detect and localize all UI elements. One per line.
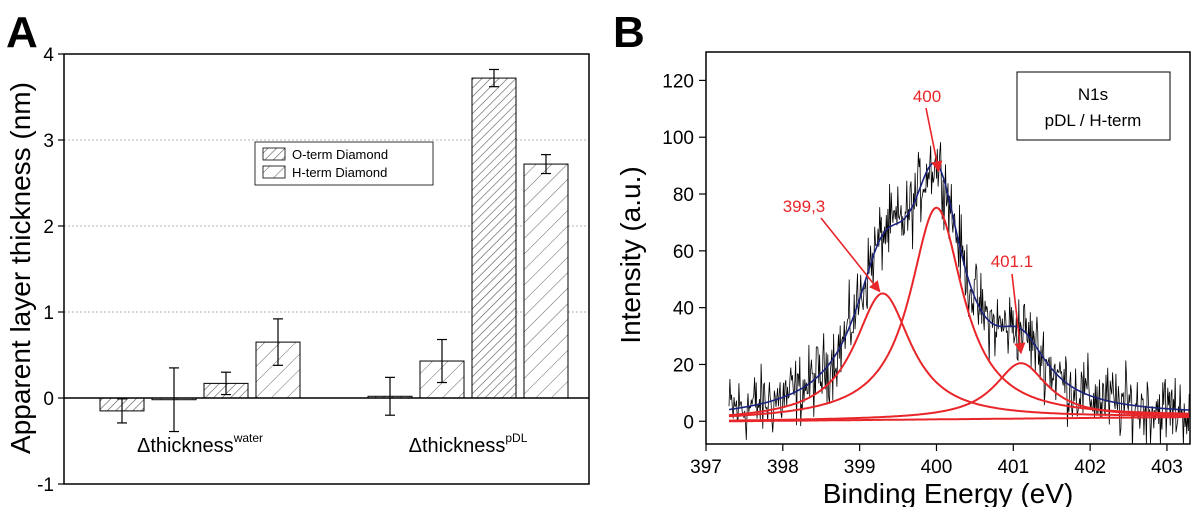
x-tick-label: 397 xyxy=(690,457,722,478)
panel-b-plot-frame xyxy=(705,51,1191,445)
y-tick-label: 100 xyxy=(662,128,694,149)
panel-b-y-axis-title: Intensity (a.u.) xyxy=(615,166,646,343)
legend-swatch-o-term xyxy=(262,147,286,161)
panel-a-category-labels: Δthicknesswater ΔthicknesspDL xyxy=(137,431,528,457)
x-tick-label: 398 xyxy=(767,457,799,478)
panel-a-y-axis-title: Apparent layer thickness (nm) xyxy=(5,82,36,454)
panel-a-error-bars xyxy=(117,68,551,433)
baseline-line xyxy=(729,416,1190,423)
panel-b-x-axis-title: Binding Energy (eV) xyxy=(823,478,1074,507)
y-tick-label: 40 xyxy=(673,299,694,320)
annotation-400-label: 400 xyxy=(913,87,941,106)
category-label: ΔthicknesspDL xyxy=(409,431,528,457)
panel-a-legend: O-term Diamond H-term Diamond xyxy=(254,141,434,186)
y-tick-label: 60 xyxy=(673,242,694,263)
y-tick-label: 0 xyxy=(683,412,694,433)
annotation-400-arrow xyxy=(925,107,943,173)
y-tick-label: 80 xyxy=(673,185,694,206)
x-tick-label: 401 xyxy=(997,457,1029,478)
panel-a-y-ticks: -1 0 1 2 3 4 xyxy=(37,45,64,496)
panel-b-y-ticks: 0 20 40 60 80 100 120 xyxy=(662,71,706,433)
panel-b-label: B xyxy=(613,8,645,57)
panel-b-legend-box: N1s pDL / H-term xyxy=(1016,71,1171,141)
panel-b-plot-area xyxy=(728,142,1190,444)
y-tick-label: -1 xyxy=(37,475,54,496)
bar xyxy=(523,163,569,399)
panel-a-plot-frame xyxy=(63,53,590,485)
panel-a-label: A xyxy=(6,8,38,57)
y-tick-label: 2 xyxy=(43,217,54,238)
x-tick-label: 399 xyxy=(844,457,876,478)
panel-a-bars xyxy=(99,77,569,412)
x-tick-label: 402 xyxy=(1074,457,1106,478)
panel-b-annotations: 400 399,3 401.1 xyxy=(783,87,1034,355)
legend-label-h-term: H-term Diamond xyxy=(292,165,387,180)
legend-swatch-h-term xyxy=(262,165,286,179)
bar xyxy=(471,77,517,399)
x-tick-label: 403 xyxy=(1151,457,1183,478)
raw-spectrum-line xyxy=(728,142,1190,444)
y-tick-label: 120 xyxy=(662,71,694,92)
category-label: Δthicknesswater xyxy=(137,431,263,457)
peak-401-1-line xyxy=(729,362,1190,422)
y-tick-label: 4 xyxy=(43,45,54,66)
x-tick-label: 400 xyxy=(921,457,953,478)
y-tick-label: 0 xyxy=(43,389,54,410)
annotation-401-1-label: 401.1 xyxy=(991,252,1034,271)
y-tick-label: 3 xyxy=(43,131,54,152)
legend-box xyxy=(1016,71,1171,141)
peak-399-3-line xyxy=(728,292,1190,417)
y-tick-label: 1 xyxy=(43,303,54,324)
annotation-401-1-arrow xyxy=(1011,273,1026,355)
annotation-399-3-label: 399,3 xyxy=(783,197,826,216)
legend-line-1: N1s xyxy=(1078,85,1108,104)
legend-label-o-term: O-term Diamond xyxy=(292,147,388,162)
envelope-fit-line xyxy=(728,161,1190,411)
y-tick-label: 20 xyxy=(673,355,694,376)
annotation-399-3-arrow xyxy=(820,217,881,293)
legend-line-2: pDL / H-term xyxy=(1045,111,1142,130)
panel-b: B 397 398 399 400 401 402 403 020406080100120 … xyxy=(613,8,1191,507)
panel-b-x-ticks: 397 398 399 400 401 402 403 xyxy=(690,444,1183,478)
